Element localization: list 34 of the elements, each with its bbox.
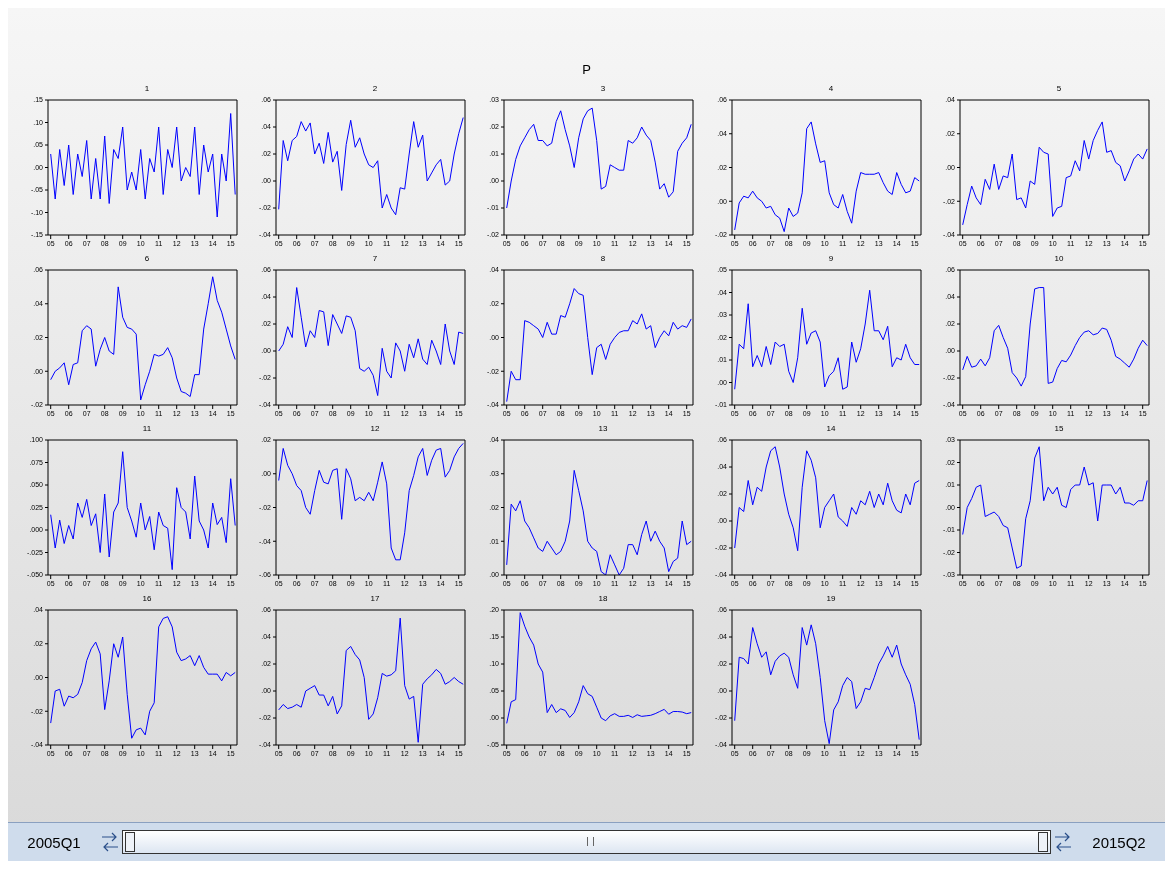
chart-title: 2 <box>371 83 379 95</box>
chart-title: 10 <box>1053 253 1065 265</box>
line-series <box>50 276 236 401</box>
chart-title: 11 <box>141 423 153 435</box>
chart-title: 18 <box>597 593 609 605</box>
chart-title: 1 <box>143 83 151 95</box>
line-series <box>50 113 236 218</box>
line-series <box>278 287 464 397</box>
chart-title: 5 <box>1055 83 1063 95</box>
line-series <box>962 287 1148 387</box>
chart-title: 7 <box>371 253 379 265</box>
line-series <box>50 451 236 571</box>
line-series <box>734 289 920 390</box>
chart-title: 14 <box>825 423 837 435</box>
chart-title: 6 <box>143 253 151 265</box>
text: 2005Q1 <box>26 833 82 851</box>
chart-title: 19 <box>825 593 837 605</box>
chart-title: 12 <box>369 423 381 435</box>
chart-title: 16 <box>141 593 153 605</box>
line-series <box>506 107 692 209</box>
text: P <box>581 61 592 79</box>
chart-title: 13 <box>597 423 609 435</box>
chart-title: 3 <box>599 83 607 95</box>
line-series <box>962 121 1148 226</box>
chart-title: 4 <box>827 83 835 95</box>
line-series <box>734 446 920 552</box>
chart-title: 17 <box>369 593 381 605</box>
chart-title: 8 <box>599 253 607 265</box>
line-series <box>962 446 1148 569</box>
line-series <box>278 117 464 216</box>
line-series <box>50 616 236 739</box>
text: 2015Q2 <box>1091 833 1147 851</box>
chart-title: 15 <box>1053 423 1065 435</box>
chart-title: 9 <box>827 253 835 265</box>
